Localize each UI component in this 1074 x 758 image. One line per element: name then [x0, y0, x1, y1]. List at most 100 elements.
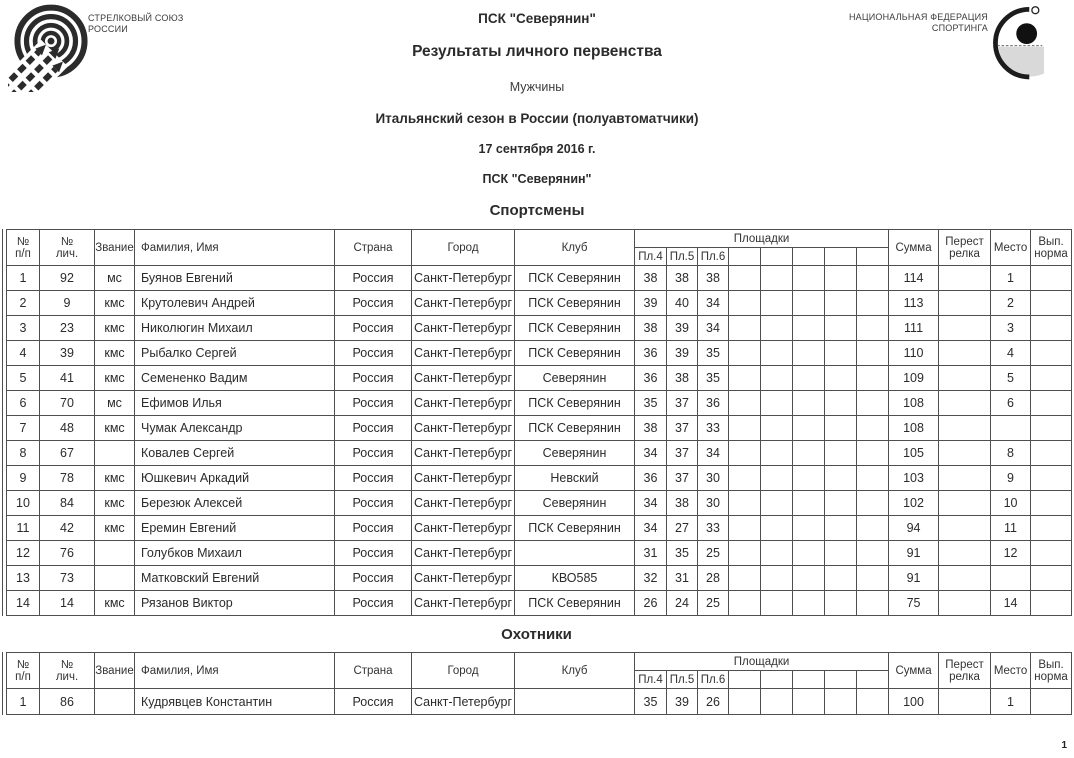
col-header-name: Фамилия, Имя — [134, 229, 335, 266]
cell-place: 14 — [990, 590, 1032, 616]
cell-station-empty — [792, 365, 825, 391]
cell-num: 1 — [6, 688, 40, 715]
cell-name: Ковалев Сергей — [134, 440, 335, 466]
cell-shootoff — [938, 490, 992, 516]
table-row: 5 41 кмс Семененко Вадим Россия Санкт-Пе… — [6, 365, 1073, 391]
col-header-station-empty — [792, 670, 825, 689]
cell-city: Санкт-Петербург — [411, 265, 515, 291]
col-header-norm-l2: норма — [1034, 247, 1068, 260]
cell-id: 48 — [39, 415, 95, 441]
col-header-shootoff-l2: релка — [949, 670, 980, 683]
cell-shootoff — [938, 390, 992, 416]
cell-norm — [1030, 688, 1073, 715]
cell-rank: кмс — [94, 315, 135, 341]
cell-station-empty — [728, 490, 761, 516]
cell-p4: 36 — [634, 465, 667, 491]
cell-sum: 110 — [888, 340, 940, 366]
col-header-p4: Пл.4 — [634, 670, 667, 689]
cell-p5: 37 — [666, 415, 698, 441]
col-header-city: Город — [411, 652, 515, 689]
cell-sum: 91 — [888, 540, 940, 566]
cell-p6: 34 — [697, 290, 729, 316]
col-header-stations-group: Площадки — [633, 229, 890, 248]
cell-station-empty — [760, 365, 793, 391]
cell-name: Голубков Михаил — [134, 540, 335, 566]
cell-name: Николюгин Михаил — [134, 315, 335, 341]
col-header-rank: Звание — [94, 229, 135, 266]
cell-station-empty — [855, 565, 890, 591]
cell-place: 1 — [990, 688, 1032, 715]
cell-city: Санкт-Петербург — [411, 490, 515, 516]
cell-norm — [1030, 490, 1073, 516]
cell-name: Матковский Евгений — [134, 565, 335, 591]
cell-station-empty — [855, 290, 890, 316]
cell-p6: 34 — [697, 440, 729, 466]
cell-p4: 32 — [634, 565, 667, 591]
cell-norm — [1030, 440, 1073, 466]
right-org-line2: СПОРТИНГА — [931, 23, 988, 33]
cell-p4: 34 — [634, 490, 667, 516]
col-header-id: № лич. — [39, 652, 95, 689]
cell-city: Санкт-Петербург — [411, 440, 515, 466]
cell-p6: 28 — [697, 565, 729, 591]
cell-sum: 108 — [888, 415, 940, 441]
cell-sum: 109 — [888, 365, 940, 391]
cell-country: Россия — [334, 540, 412, 566]
cell-norm — [1030, 465, 1073, 491]
col-header-id-l1: № — [60, 658, 74, 671]
col-header-stations-group: Площадки — [633, 652, 890, 671]
cell-place: 4 — [990, 340, 1032, 366]
cell-station-empty — [728, 590, 761, 616]
hunters-table-wrap: № п/п № лич. Звание Фамилия, Имя Страна … — [2, 652, 1073, 715]
cell-id: 84 — [39, 490, 95, 516]
cell-station-empty — [728, 465, 761, 491]
cell-station-empty — [824, 265, 857, 291]
cell-station-empty — [792, 490, 825, 516]
cell-name: Рыбалко Сергей — [134, 340, 335, 366]
col-header-shootoff: Перест релка — [938, 229, 992, 266]
cell-station-empty — [855, 265, 890, 291]
col-header-norm: Вып. норма — [1030, 229, 1073, 266]
cell-p6: 33 — [697, 515, 729, 541]
cell-p5: 38 — [666, 490, 698, 516]
cell-p6: 25 — [697, 540, 729, 566]
cell-place: 1 — [990, 265, 1032, 291]
cell-station-empty — [855, 415, 890, 441]
cell-shootoff — [938, 540, 992, 566]
cell-name: Юшкевич Аркадий — [134, 465, 335, 491]
cell-rank: кмс — [94, 415, 135, 441]
col-header-club: Клуб — [514, 229, 635, 266]
cell-name: Крутолевич Андрей — [134, 290, 335, 316]
cell-country: Россия — [334, 265, 412, 291]
cell-p5: 39 — [666, 315, 698, 341]
cell-station-empty — [855, 490, 890, 516]
cell-station-empty — [792, 540, 825, 566]
col-header-station-empty — [760, 670, 793, 689]
col-header-norm-l1: Вып. — [1038, 235, 1064, 248]
cell-rank: кмс — [94, 365, 135, 391]
cell-place: 6 — [990, 390, 1032, 416]
cell-rank: кмс — [94, 515, 135, 541]
cell-country: Россия — [334, 290, 412, 316]
cell-station-empty — [728, 315, 761, 341]
cell-rank: мс — [94, 265, 135, 291]
cell-num: 7 — [6, 415, 40, 441]
cell-shootoff — [938, 290, 992, 316]
table-row: 11 42 кмс Еремин Евгений Россия Санкт-Пе… — [6, 515, 1073, 541]
sporting-federation-logo-icon — [993, 6, 1044, 80]
cell-club: ПСК Северянин — [514, 265, 635, 291]
cell-station-empty — [824, 440, 857, 466]
cell-station-empty — [855, 515, 890, 541]
cell-shootoff — [938, 565, 992, 591]
cell-club: ПСК Северянин — [514, 290, 635, 316]
col-header-p4: Пл.4 — [634, 247, 667, 266]
left-org-line2: РОССИИ — [88, 24, 128, 34]
cell-station-empty — [760, 465, 793, 491]
cell-p4: 26 — [634, 590, 667, 616]
cell-id: 42 — [39, 515, 95, 541]
cell-sum: 114 — [888, 265, 940, 291]
cell-name: Семененко Вадим — [134, 365, 335, 391]
col-header-station-empty — [824, 247, 857, 266]
cell-p5: 37 — [666, 440, 698, 466]
col-header-shootoff-l1: Перест — [945, 235, 984, 248]
